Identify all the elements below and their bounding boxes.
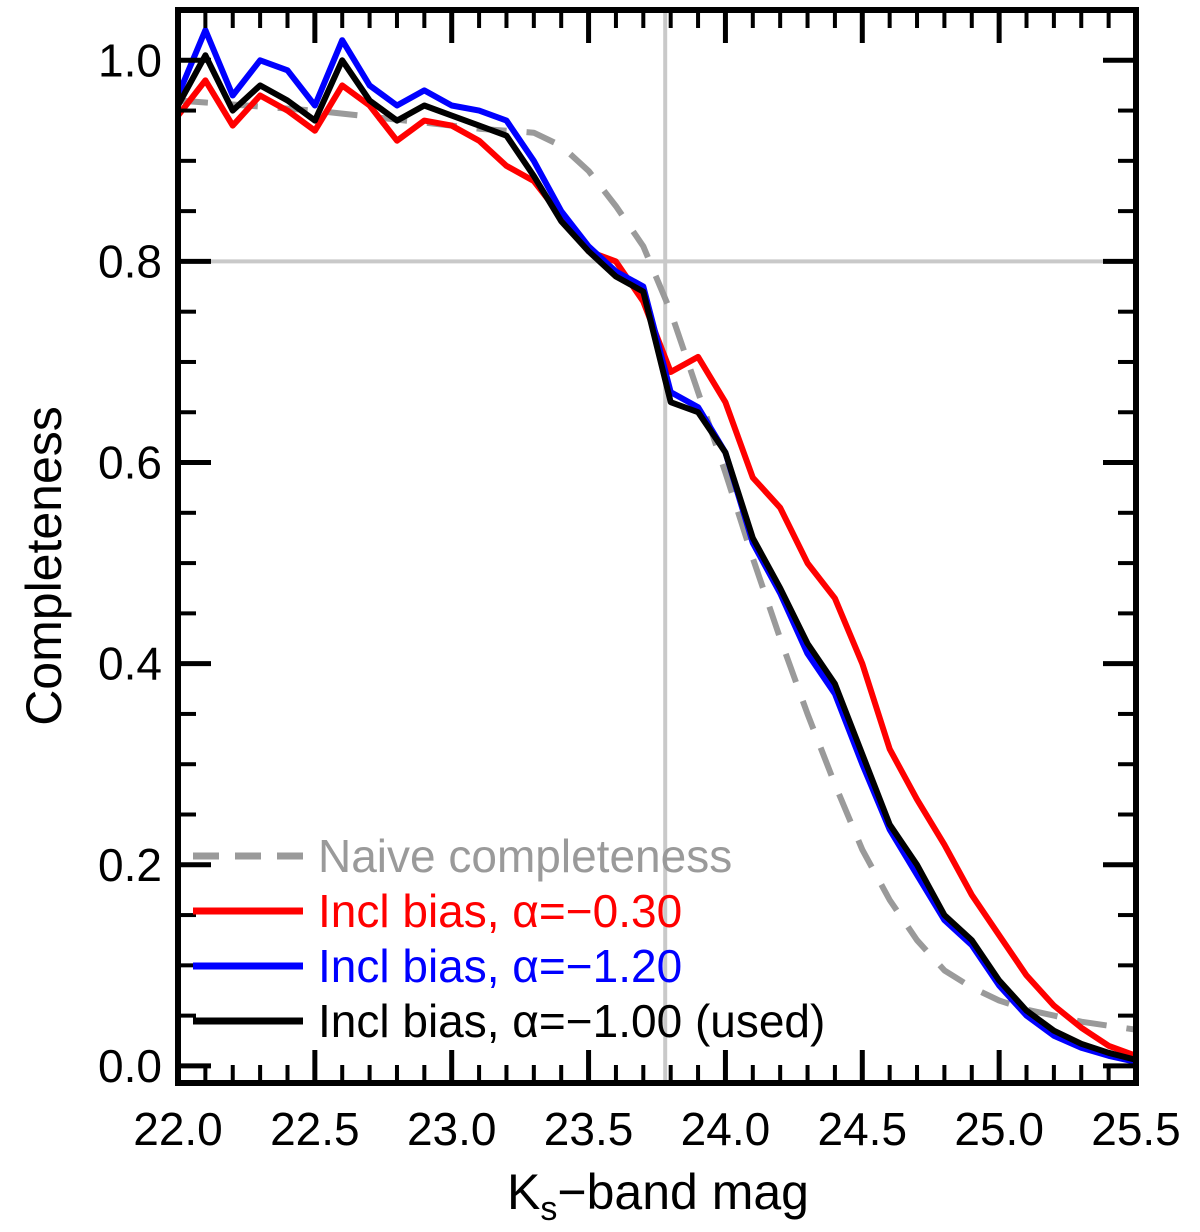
x-tick-label: 25.5 — [1091, 1103, 1181, 1155]
series-curve-0 — [177, 97, 1137, 1033]
x-axis-title: Ks−band mag — [507, 1163, 809, 1229]
legend-label-incl-bias-alpha-120: Incl bias, α=−1.20 — [318, 940, 683, 992]
x-axis-title-prefix: K — [507, 1164, 541, 1220]
y-tick-label: 1.0 — [98, 34, 162, 86]
y-tick-label: 0.2 — [98, 839, 162, 891]
y-tick-label: 0.8 — [98, 235, 162, 287]
x-axis-title-suffix: −band mag — [557, 1164, 809, 1220]
x-tick-label: 22.5 — [270, 1103, 360, 1155]
x-tick-label: 25.0 — [954, 1103, 1044, 1155]
x-tick-label: 24.0 — [681, 1103, 771, 1155]
x-tick-label: 22.0 — [133, 1103, 223, 1155]
legend-label-incl-bias-alpha-100-used: Incl bias, α=−1.00 (used) — [318, 995, 826, 1047]
y-tick-label: 0.0 — [98, 1040, 162, 1092]
x-tick-label: 24.5 — [818, 1103, 908, 1155]
plot-frame — [175, 7, 1139, 1086]
y-tick-label: 0.4 — [98, 638, 162, 690]
legend-label-naive-completeness: Naive completeness — [318, 830, 733, 882]
series-curve-3 — [175, 52, 1137, 1063]
y-axis-title: Completeness — [16, 406, 72, 726]
x-axis-title-subscript: s — [540, 1190, 558, 1228]
x-tick-label: 23.0 — [407, 1103, 497, 1155]
y-tick-label: 0.6 — [98, 437, 162, 489]
x-tick-label: 23.5 — [544, 1103, 634, 1155]
legend-label-incl-bias-alpha-030: Incl bias, α=−0.30 — [318, 885, 683, 937]
